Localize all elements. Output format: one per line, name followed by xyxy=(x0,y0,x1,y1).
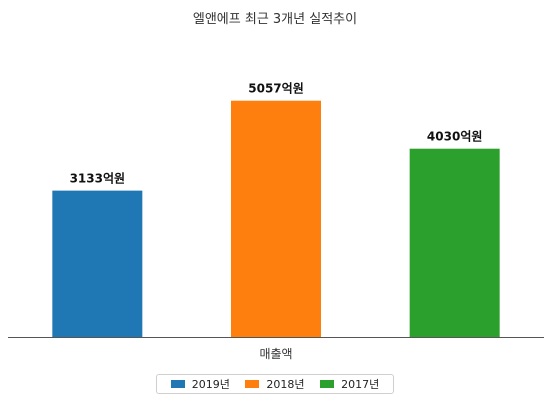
legend: 2019년 2018년 2017년 xyxy=(156,374,394,394)
bar-2019년 xyxy=(52,190,143,337)
legend-label-2018: 2018년 xyxy=(266,378,305,391)
legend-item-2018: 2018년 xyxy=(245,376,305,392)
legend-item-2017: 2017년 xyxy=(320,376,379,392)
legend-swatch-2017 xyxy=(320,380,335,388)
legend-swatch-2018 xyxy=(245,380,260,388)
legend-swatch-2019 xyxy=(170,380,185,388)
bar-2017년 xyxy=(409,148,500,337)
legend-label-2019: 2019년 xyxy=(191,378,230,391)
legend-item-2019: 2019년 xyxy=(170,376,230,392)
data-label-2018년: 5057억원 xyxy=(248,82,303,96)
data-label-2017년: 4030억원 xyxy=(427,130,482,144)
x-axis-label: 매출액 xyxy=(259,347,292,361)
data-label-2019년: 3133억원 xyxy=(70,172,125,186)
legend-label-2017: 2017년 xyxy=(341,378,380,391)
bar-2018년 xyxy=(231,100,321,337)
chart-title: 엘앤에프 최근 3개년 실적추이 xyxy=(192,12,358,27)
